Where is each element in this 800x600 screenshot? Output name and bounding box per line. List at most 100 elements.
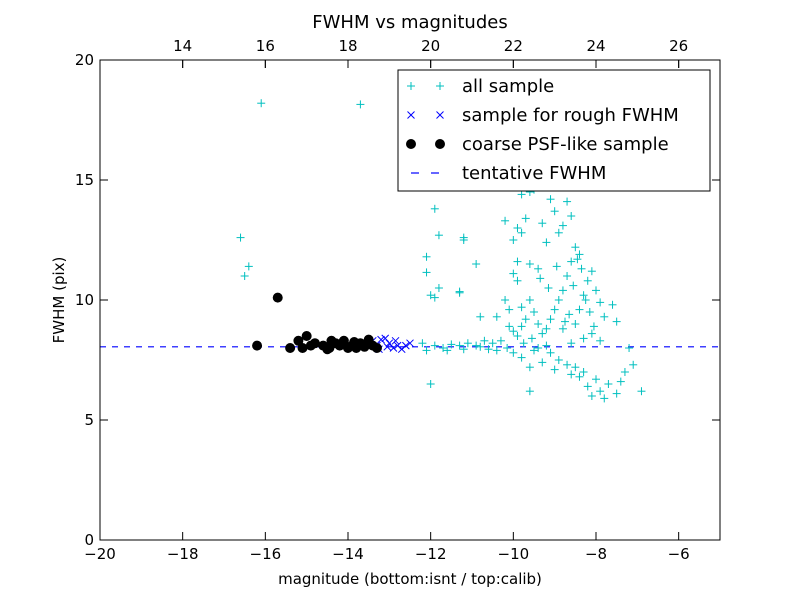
top-tick-label-4: 22 xyxy=(504,37,523,55)
series-0-point-134 xyxy=(484,345,493,354)
series-1-point-7-b xyxy=(393,341,402,350)
series-1-point-12 xyxy=(383,342,392,351)
series-2-point-7 xyxy=(309,338,320,349)
series-0-point-83 xyxy=(550,365,559,374)
series-0-point-86 xyxy=(567,370,576,379)
series-0-point-3 xyxy=(257,99,266,108)
y-tick-label-0: 0 xyxy=(84,531,94,549)
series-0-point-93 xyxy=(596,387,605,396)
series-0-point-8 xyxy=(422,268,431,277)
series-1-point-9-b xyxy=(402,341,410,350)
series-0-point-117 xyxy=(542,341,551,350)
series-0-point-21 xyxy=(513,224,522,232)
series-0-point-101 xyxy=(525,387,534,396)
top-tick-label-0: 14 xyxy=(173,37,192,55)
series-0-point-26 xyxy=(517,228,526,237)
y-tick-label-1: 5 xyxy=(84,411,94,429)
top-tick-label-5: 24 xyxy=(586,37,605,55)
legend-marker-a-2 xyxy=(406,139,416,149)
series-0-point-57 xyxy=(517,322,526,331)
series-0-point-92 xyxy=(592,375,600,384)
series-0-point-1 xyxy=(240,272,249,280)
series-0-point-25 xyxy=(521,214,530,223)
series-0-point-17 xyxy=(476,312,485,321)
series-2-point-5 xyxy=(301,331,312,341)
series-0-point-31 xyxy=(505,305,514,314)
legend-marker-b-2 xyxy=(435,139,445,149)
series-0-point-10 xyxy=(430,293,439,302)
series-0-point-28 xyxy=(509,269,518,278)
series-0-point-107 xyxy=(592,286,600,295)
series-1-point-5-b xyxy=(385,339,394,348)
series-0-point-114 xyxy=(596,336,605,345)
series-0-point-115 xyxy=(567,339,576,348)
series-0-point-34 xyxy=(534,264,543,273)
series-0-point-4 xyxy=(356,100,365,109)
series-0-point-33 xyxy=(525,260,534,268)
series-1-point-10 xyxy=(406,339,414,348)
x-tick-label-5: −10 xyxy=(498,545,530,563)
series-0-point-133 xyxy=(503,344,512,352)
series-0-point-29 xyxy=(513,276,522,285)
series-0-point-91 xyxy=(587,392,596,400)
series-0-point-113 xyxy=(587,329,596,338)
x-tick-label-2: −16 xyxy=(250,545,282,563)
series-0-point-90 xyxy=(583,382,592,391)
series-0-point-98 xyxy=(620,368,629,376)
plot-area: −20 −18 −16 −14 −12 −10 −8 −6 14 16 18 20 22 24 26 0 5 10… xyxy=(75,37,721,563)
series-0-point-100 xyxy=(637,387,646,396)
series-0-point-11 xyxy=(426,291,435,300)
series-0-point-44 xyxy=(575,250,584,259)
series-0-point-48 xyxy=(554,296,563,304)
series-0-point-97 xyxy=(616,377,625,386)
series-0-point-74 xyxy=(459,345,468,354)
legend: all sample sample for rough FWHM coarse PS… xyxy=(397,69,711,192)
series-0-point-2 xyxy=(244,262,253,271)
y-tick-label-4: 20 xyxy=(75,51,94,69)
series-0-point-87 xyxy=(571,363,580,372)
legend-marker-b-1-b xyxy=(436,111,444,119)
series-2-point-23 xyxy=(349,337,360,347)
legend-marker-a-0 xyxy=(407,82,415,90)
series-0-point-59 xyxy=(509,327,518,336)
series-2-point-21 xyxy=(371,343,382,353)
x-tick-label-3: −14 xyxy=(332,545,364,563)
series-0-point-50 xyxy=(546,315,555,324)
series-0-point-36 xyxy=(542,238,551,247)
legend-label-2: coarse PSF-like sample xyxy=(462,134,669,155)
series-0-point-41 xyxy=(563,197,572,206)
series-0-point-54 xyxy=(530,308,538,316)
series-0-point-96 xyxy=(612,389,621,398)
legend-label-0: all sample xyxy=(462,76,554,97)
chart-title: FWHM vs magnitudes xyxy=(312,12,507,33)
series-0-point-63 xyxy=(480,336,489,345)
series-2-point-2 xyxy=(285,343,296,353)
series-0-point-78 xyxy=(517,353,526,362)
series-0-point-53 xyxy=(534,320,543,328)
series-0-point-46 xyxy=(563,272,572,280)
series-0-point-124 xyxy=(565,310,574,319)
series-0-point-56 xyxy=(521,315,530,324)
series-1-point-10-b xyxy=(406,339,414,348)
series-2-point-0 xyxy=(252,340,263,351)
series-0-point-0 xyxy=(236,233,245,242)
series-0-point-30 xyxy=(501,296,510,304)
series-0-point-105 xyxy=(583,276,592,285)
series-0-point-64 xyxy=(472,341,481,350)
series-0-point-73 xyxy=(443,346,452,355)
series-0-point-111 xyxy=(612,317,621,326)
series-0-point-49 xyxy=(550,305,559,314)
series-0-point-94 xyxy=(600,394,609,403)
y-tick-label-3: 15 xyxy=(75,171,94,189)
series-1-point-6 xyxy=(389,344,398,352)
series-0-point-38 xyxy=(550,207,559,216)
series-0-point-58 xyxy=(513,332,522,340)
series-0-point-39 xyxy=(554,228,563,237)
series-0-point-66 xyxy=(455,341,464,350)
x-tick-label-7: −6 xyxy=(668,545,690,563)
series-0-point-68 xyxy=(439,344,448,352)
series-0-point-62 xyxy=(488,339,497,348)
legend-marker-b-1 xyxy=(436,111,444,119)
series-0-point-102 xyxy=(571,320,580,328)
